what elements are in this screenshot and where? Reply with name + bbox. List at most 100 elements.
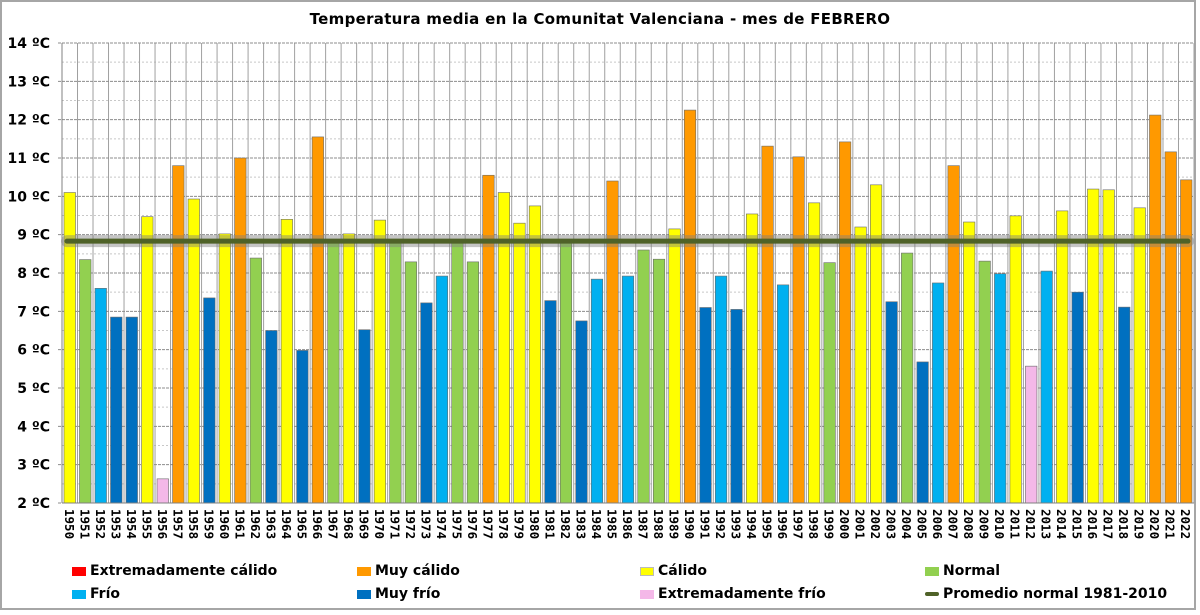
x-tick-label: 2004 [899,509,914,539]
x-tick-label: 1979 [511,509,526,539]
y-tick-label: 7 ºC [17,304,50,320]
bar-1999 [823,262,836,504]
x-tick-label: 1991 [698,509,713,539]
bar-2002 [870,184,883,504]
x-tick-label: 1988 [651,509,666,539]
bar-2018 [1118,306,1131,504]
bar-1981 [544,300,557,504]
x-tick-label: 1993 [729,509,744,539]
x-tick-label: 1954 [124,509,139,539]
legend-swatch [640,589,654,599]
x-tick-label: 2008 [961,509,976,539]
x-tick-label: 1996 [775,509,790,539]
bar-1989 [668,228,681,504]
x-tick-label: 1985 [604,509,619,539]
bar-2014 [1056,210,1069,504]
bar-1968 [342,233,355,504]
x-tick-label: 2010 [992,509,1007,539]
x-tick-label: 1994 [744,509,759,539]
y-tick-label: 3 ºC [17,458,50,474]
x-tick-label: 2011 [1008,509,1023,539]
bar-1982 [559,240,573,504]
x-tick-label: 1963 [263,509,278,539]
bar-1953 [110,316,123,504]
y-tick-label: 10 ºC [7,189,50,205]
bar-1998 [808,202,821,504]
bar-1957 [172,165,185,504]
x-tick-label: 1967 [325,509,340,539]
bar-1979 [513,222,526,504]
bar-1991 [699,307,712,504]
x-tick-label: 1961 [232,509,247,539]
bar-1955 [141,216,154,504]
legend-swatch [640,566,654,576]
legend-swatch [925,566,939,576]
bar-2019 [1133,207,1146,504]
x-tick-label: 1984 [589,509,604,539]
x-tick-label: 2021 [1163,509,1178,539]
bar-2008 [963,221,976,504]
bar-2007 [947,165,960,504]
legend-item-muy-frio: Muy frío [357,586,440,602]
legend-label: Cálido [658,563,707,579]
x-tick-label: 1976 [465,509,480,539]
bar-1993 [730,309,743,504]
x-tick-label: 1968 [341,509,356,539]
y-tick-label: 9 ºC [17,228,50,244]
bar-1973 [420,302,433,504]
bar-1975 [451,240,464,504]
chart-title: Temperatura media en la Comunitat Valenc… [309,10,891,28]
x-tick-label: 1978 [496,509,511,539]
x-tick-label: 1959 [201,509,216,539]
y-tick-label: 14 ºC [7,36,50,52]
legend-item-frio: Frío [72,586,120,602]
x-tick-label: 1974 [434,509,449,539]
bar-1959 [203,297,216,504]
x-tick-label: 1950 [62,509,77,539]
bar-2009 [978,260,991,504]
x-tick-label: 1977 [480,509,495,539]
bar-2000 [839,141,852,504]
legend-label: Extremadamente cálido [90,563,278,579]
x-tick-label: 1983 [573,509,588,539]
x-tick-label: 1951 [77,509,92,539]
bar-2010 [994,273,1007,504]
x-tick-label: 2005 [915,509,930,539]
bar-2022 [1180,179,1193,504]
legend-line-swatch [925,592,939,596]
bar-2012 [1025,365,1038,504]
x-tick-label: 1952 [93,509,108,539]
legend-item-promedio-normal: Promedio normal 1981-2010 [925,586,1167,602]
y-tick-label: 4 ºC [17,419,50,435]
bar-1974 [435,275,448,504]
bar-1971 [389,240,402,504]
x-tick-label: 1953 [108,509,123,539]
legend-item-muy-calido: Muy cálido [357,563,460,579]
bar-1980 [528,205,542,504]
x-tick-label: 1970 [372,509,387,539]
bar-1977 [482,174,495,504]
x-tick-label: 1973 [418,509,433,539]
x-tick-label: 2001 [853,509,868,539]
x-tick-label: 1960 [217,509,232,539]
bar-1960 [218,233,231,504]
bar-1988 [652,258,666,504]
bar-1952 [94,288,107,504]
bar-1965 [296,350,309,504]
x-tick-label: 1958 [186,509,201,539]
y-tick-label: 12 ºC [7,113,50,129]
x-tick-label: 2009 [977,509,992,539]
x-tick-label: 1995 [760,509,775,539]
y-tick-label: 13 ºC [7,74,50,90]
y-tick-label: 5 ºC [17,381,50,397]
x-tick-label: 2014 [1054,509,1069,539]
legend-label: Normal [943,563,1001,579]
bar-1997 [792,156,805,504]
bar-1967 [327,240,340,504]
bar-1969 [358,329,371,504]
legend-item-extremadamente-calido: Extremadamente cálido [72,563,277,579]
bar-2011 [1009,215,1022,504]
x-tick-label: 1955 [139,509,154,539]
x-tick-label: 1999 [822,509,837,539]
